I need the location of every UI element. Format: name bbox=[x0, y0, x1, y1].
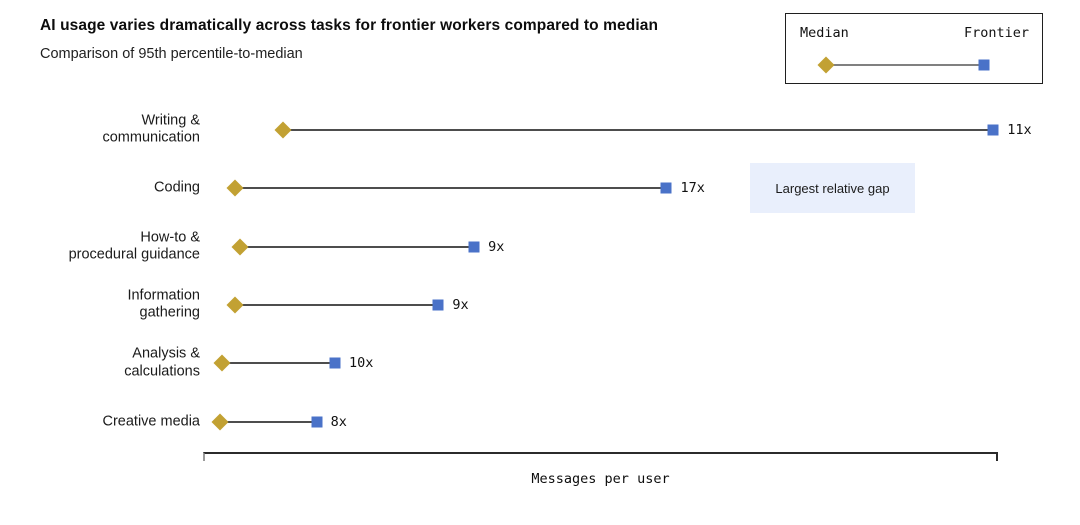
chart-row: Analysis & calculations 10x bbox=[0, 334, 1080, 392]
legend-median-label: Median bbox=[800, 25, 849, 41]
frontier-marker-icon bbox=[660, 182, 672, 194]
median-marker-icon bbox=[211, 413, 229, 430]
median-marker-icon bbox=[226, 179, 244, 197]
median-marker-icon bbox=[274, 121, 291, 139]
legend-labels: Median Frontier bbox=[800, 25, 1029, 41]
category-label: Writing & communication bbox=[102, 112, 200, 146]
median-marker-icon bbox=[226, 296, 244, 314]
median-marker-icon bbox=[213, 354, 231, 372]
chart-subtitle: Comparison of 95th percentile-to-median bbox=[40, 46, 303, 62]
frontier-marker-icon bbox=[468, 241, 480, 253]
annotation-largest-gap: Largest relative gap bbox=[750, 163, 915, 213]
category-label: Information gathering bbox=[127, 287, 200, 321]
connector-line bbox=[234, 303, 439, 306]
chart-row: Coding 17x bbox=[0, 159, 1080, 217]
chart-row: Information gathering 9x bbox=[0, 276, 1080, 334]
x-axis bbox=[203, 452, 998, 461]
frontier-marker-icon bbox=[978, 59, 990, 71]
frontier-marker-icon bbox=[987, 124, 999, 136]
legend-frontier-label: Frontier bbox=[963, 25, 1029, 41]
ratio-value-label: 11x bbox=[1007, 122, 1032, 138]
ratio-value-label: 17x bbox=[680, 180, 705, 197]
ratio-value-label: 10x bbox=[348, 355, 374, 372]
frontier-marker-icon bbox=[311, 416, 323, 427]
ratio-value-label: 8x bbox=[330, 413, 347, 430]
category-label: Analysis & calculations bbox=[124, 345, 200, 380]
connector-line bbox=[282, 129, 994, 131]
ratio-value-label: 9x bbox=[488, 238, 505, 255]
chart-title: AI usage varies dramatically across task… bbox=[40, 17, 659, 34]
category-label: Creative media bbox=[102, 412, 200, 429]
ratio-value-label: 9x bbox=[452, 296, 469, 313]
chart-row: Writing & communication 11x bbox=[0, 101, 1080, 159]
category-label: Coding bbox=[154, 179, 200, 196]
connector-line bbox=[234, 187, 667, 190]
connector-line bbox=[239, 245, 475, 248]
connector-line bbox=[219, 420, 317, 423]
legend-line bbox=[826, 64, 984, 66]
category-label: How-to & procedural guidance bbox=[68, 229, 200, 263]
median-marker-icon bbox=[231, 238, 249, 256]
chart-row: Creative media 8x bbox=[0, 393, 1080, 451]
x-axis-label: Messages per user bbox=[531, 471, 670, 487]
frontier-marker-icon bbox=[432, 299, 444, 311]
chart-row: How-to & procedural guidance 9x bbox=[0, 218, 1080, 276]
legend: Median Frontier bbox=[785, 13, 1043, 84]
connector-line bbox=[222, 362, 335, 365]
frontier-marker-icon bbox=[329, 357, 341, 369]
